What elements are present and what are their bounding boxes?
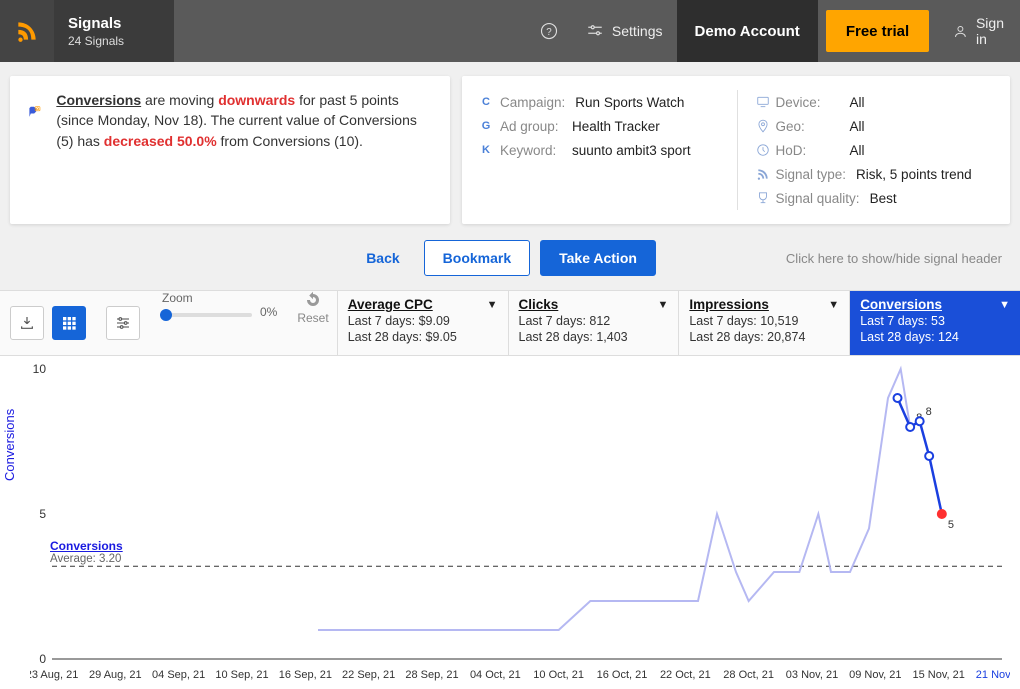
svg-text:21 Nov, 21: 21 Nov, 21 <box>976 669 1010 681</box>
user-icon <box>953 24 968 39</box>
svg-text:28 Oct, 21: 28 Oct, 21 <box>723 669 774 681</box>
svg-text:15 Nov, 21: 15 Nov, 21 <box>912 669 964 681</box>
meta-row: Device:All <box>756 90 995 114</box>
alert-card: Conversions are moving downwards for pas… <box>10 76 450 224</box>
hod-icon <box>756 143 770 157</box>
sign-in-label: Sign in <box>976 15 1004 47</box>
chevron-down-icon: ▼ <box>657 299 668 311</box>
svg-text:5: 5 <box>948 519 954 531</box>
download-button[interactable] <box>10 306 44 340</box>
account-name[interactable]: Demo Account <box>677 0 818 62</box>
metric-tab-conversions[interactable]: Conversions Last 7 days: 53 Last 28 days… <box>849 291 1020 355</box>
app-logo[interactable] <box>0 0 54 62</box>
sliders-icon <box>115 315 131 331</box>
svg-text:22 Oct, 21: 22 Oct, 21 <box>660 669 711 681</box>
svg-text:22 Sep, 21: 22 Sep, 21 <box>342 669 395 681</box>
metadata-col-targeting: CCampaign: Run Sports Watch GAd group: H… <box>478 90 717 210</box>
meta-row-campaign: CCampaign: Run Sports Watch <box>478 90 717 114</box>
signal-header-strip: Conversions are moving downwards for pas… <box>0 62 1020 234</box>
meta-row: Signal type:Risk, 5 points trend <box>756 162 995 186</box>
device-icon <box>756 95 770 109</box>
meta-row: HoD:All <box>756 138 995 162</box>
reset-icon <box>304 291 322 309</box>
sliders-icon <box>586 22 604 40</box>
filter-controls <box>96 291 150 355</box>
help-button[interactable]: ? <box>526 0 572 62</box>
settings-button[interactable]: Settings <box>572 0 677 62</box>
svg-text:?: ? <box>546 27 552 38</box>
filter-button[interactable] <box>106 306 140 340</box>
svg-text:16 Oct, 21: 16 Oct, 21 <box>597 669 648 681</box>
chart-area: Conversions Conversions Average: 3.20 0 5… <box>0 356 1020 686</box>
reset-button[interactable]: Reset <box>289 291 336 355</box>
grid-icon <box>61 315 77 331</box>
signal-icon <box>756 167 770 181</box>
series-annotation: Conversions Average: 3.20 <box>50 539 123 565</box>
zoom-label: Zoom <box>162 291 193 305</box>
chevron-down-icon: ▼ <box>999 299 1010 311</box>
view-controls <box>0 291 96 355</box>
svg-text:0: 0 <box>39 652 46 666</box>
alert-direction: downwards <box>218 92 295 108</box>
zoom-percent: 0% <box>260 305 277 319</box>
chevron-down-icon: ▼ <box>487 299 498 311</box>
svg-text:16 Sep, 21: 16 Sep, 21 <box>279 669 332 681</box>
metadata-card: CCampaign: Run Sports Watch GAd group: H… <box>462 76 1010 224</box>
free-trial-button[interactable]: Free trial <box>826 10 929 52</box>
quality-icon <box>756 191 770 205</box>
geo-icon <box>756 119 770 133</box>
help-icon: ? <box>540 22 558 40</box>
toggle-header-hint[interactable]: Click here to show/hide signal header <box>786 251 1002 266</box>
svg-text:04 Sep, 21: 04 Sep, 21 <box>152 669 205 681</box>
action-bar: Back Bookmark Take Action Click here to … <box>0 234 1020 290</box>
alert-delta: decreased 50.0% <box>104 133 217 149</box>
svg-text:28 Sep, 21: 28 Sep, 21 <box>405 669 458 681</box>
svg-text:09 Nov, 21: 09 Nov, 21 <box>849 669 901 681</box>
download-icon <box>19 315 35 331</box>
page-title-box: Signals 24 Signals <box>54 0 174 62</box>
alert-flag-icon <box>26 90 42 134</box>
svg-text:03 Nov, 21: 03 Nov, 21 <box>786 669 838 681</box>
svg-text:10: 10 <box>33 362 47 376</box>
conversions-chart[interactable]: 051088523 Aug, 2129 Aug, 2104 Sep, 2110 … <box>30 362 1010 686</box>
grid-view-button[interactable] <box>52 306 86 340</box>
metric-tab-impressions[interactable]: Impressions Last 7 days: 10,519 Last 28 … <box>678 291 849 355</box>
bookmark-button[interactable]: Bookmark <box>424 240 530 276</box>
svg-text:23 Aug, 21: 23 Aug, 21 <box>30 669 78 681</box>
svg-text:8: 8 <box>926 406 932 418</box>
zoom-slider[interactable] <box>162 313 252 317</box>
metrics-row: Zoom 0% Reset Average CPC Last 7 days: $… <box>0 290 1020 356</box>
zoom-control[interactable]: Zoom 0% <box>150 291 289 355</box>
metadata-col-signal: Device:AllGeo:AllHoD:AllSignal type:Risk… <box>737 90 995 210</box>
metric-tab-clicks[interactable]: Clicks Last 7 days: 812 Last 28 days: 1,… <box>508 291 679 355</box>
meta-row-keyword: KKeyword: suunto ambit3 sport <box>478 138 717 162</box>
svg-text:10 Sep, 21: 10 Sep, 21 <box>215 669 268 681</box>
alert-message: Conversions are moving downwards for pas… <box>56 90 434 151</box>
svg-text:29 Aug, 21: 29 Aug, 21 <box>89 669 142 681</box>
alert-metric: Conversions <box>56 92 141 108</box>
page-subtitle: 24 Signals <box>68 34 156 48</box>
chevron-down-icon: ▼ <box>828 299 839 311</box>
top-bar: Signals 24 Signals ? Settings Demo Accou… <box>0 0 1020 62</box>
take-action-button[interactable]: Take Action <box>540 240 656 276</box>
meta-row-adgroup: GAd group: Health Tracker <box>478 114 717 138</box>
svg-text:10 Oct, 21: 10 Oct, 21 <box>533 669 584 681</box>
settings-label: Settings <box>612 23 663 39</box>
sign-in-button[interactable]: Sign in <box>937 0 1020 62</box>
svg-text:04 Oct, 21: 04 Oct, 21 <box>470 669 521 681</box>
meta-row: Signal quality:Best <box>756 186 995 210</box>
y-axis-label: Conversions <box>2 409 17 481</box>
back-button[interactable]: Back <box>352 242 413 274</box>
metric-tab-average-cpc[interactable]: Average CPC Last 7 days: $9.09 Last 28 d… <box>337 291 508 355</box>
svg-text:5: 5 <box>39 507 46 521</box>
meta-row: Geo:All <box>756 114 995 138</box>
rss-icon <box>14 18 40 44</box>
page-title: Signals <box>68 15 156 32</box>
